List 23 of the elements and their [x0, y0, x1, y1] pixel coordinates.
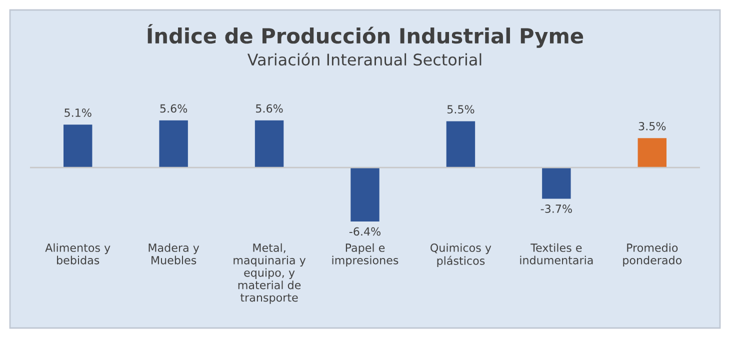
bar — [254, 120, 284, 168]
bar — [159, 120, 188, 168]
bar — [446, 121, 476, 168]
x-tick-label: Madera y Muebles — [148, 243, 200, 264]
x-tick-label: Quimicos y plásticos — [430, 243, 492, 268]
data-label: 5.5% — [447, 105, 474, 114]
chart-subtitle: Variación Interanual Sectorial — [247, 52, 482, 66]
x-tick-label: Metal, maquinaria y equipo, y material de transporte — [234, 243, 306, 304]
bar — [64, 124, 92, 168]
bar — [638, 138, 666, 168]
bar — [350, 168, 380, 222]
bar — [542, 168, 571, 199]
x-tick-label: Alimentos y bebidas — [45, 243, 110, 264]
data-label: -3.7% — [540, 204, 572, 213]
data-label: 3.5% — [638, 122, 666, 130]
x-tick-label: Promedio ponderado — [623, 243, 682, 267]
chart-title: Índice de Producción Industrial Pyme — [148, 24, 584, 48]
x-tick-label: Textiles e indumentaria — [520, 243, 593, 264]
data-label: 5.6% — [160, 104, 188, 113]
data-label: -6.4% — [349, 227, 381, 236]
data-label: 5.1% — [64, 108, 92, 117]
data-label: 5.6% — [256, 104, 283, 113]
x-tick-label: Papel e impresiones — [332, 243, 398, 267]
